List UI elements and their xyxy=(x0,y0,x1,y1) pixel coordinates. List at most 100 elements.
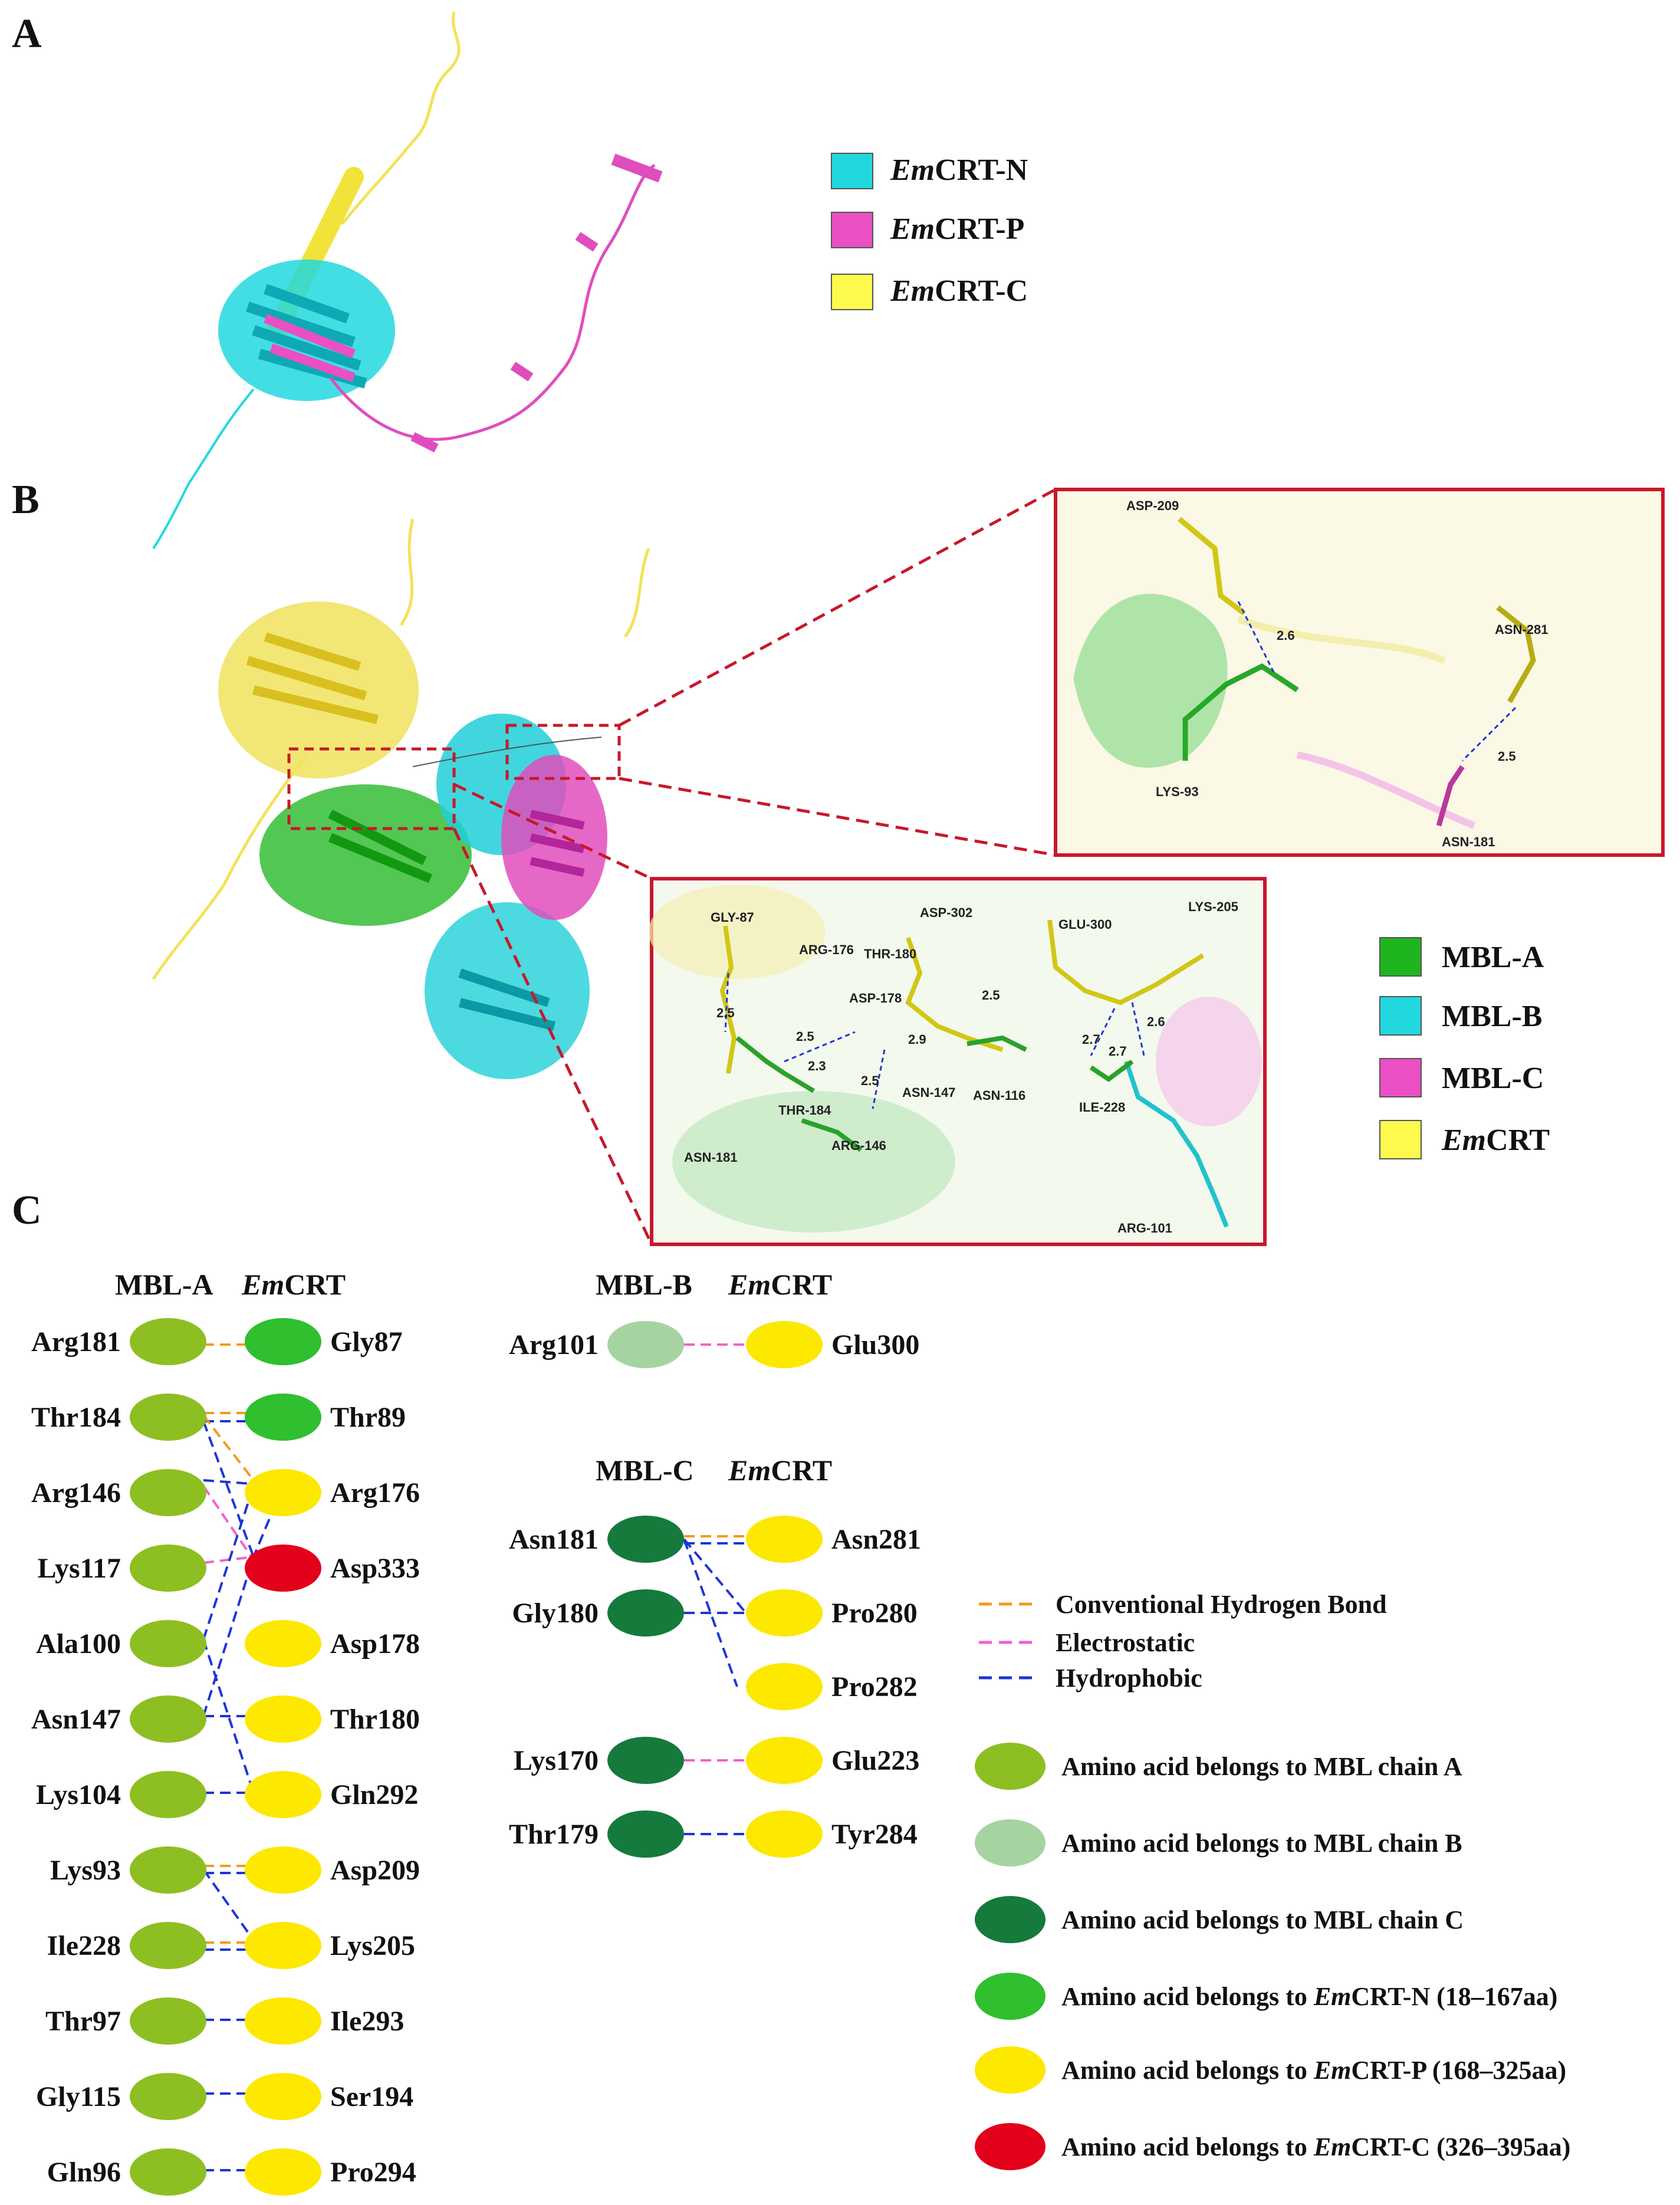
residue-mbl-a-node xyxy=(130,2148,206,2196)
svg-text:EmCRT-C: EmCRT-C xyxy=(890,274,1028,308)
residue-mbl-c-node xyxy=(607,1737,684,1784)
svg-text:ILE-228: ILE-228 xyxy=(1079,1100,1125,1115)
residue-legend-item: Amino acid belongs to MBL chain A xyxy=(975,1743,1462,1790)
residue-mbl-a-node xyxy=(130,1394,206,1441)
panel-label-a: A xyxy=(12,11,42,57)
group-c-header-left: MBL-C xyxy=(596,1454,694,1487)
residue-mbl-a-label: Ala100 xyxy=(36,1628,121,1659)
residue-mbl-a-label: Lys104 xyxy=(36,1779,121,1810)
group-a-header-left: MBL-A xyxy=(115,1268,213,1301)
svg-text:2.3: 2.3 xyxy=(808,1059,826,1073)
svg-text:MBL-C: MBL-C xyxy=(1442,1062,1544,1095)
legend-b-item: EmCRT xyxy=(1379,1120,1550,1159)
svg-text:2.5: 2.5 xyxy=(716,1005,735,1020)
residue-emcrt-a-node xyxy=(245,2148,321,2196)
svg-text:LYS-205: LYS-205 xyxy=(1188,899,1238,914)
svg-text:LYS-93: LYS-93 xyxy=(1156,784,1199,799)
residue-emcrt-a-node xyxy=(245,1620,321,1667)
svg-text:ASN-181: ASN-181 xyxy=(1442,834,1495,849)
residue-emcrt-c-node xyxy=(746,1516,823,1563)
residue-emcrt-a-node xyxy=(245,2073,321,2120)
residue-mbl-a-node xyxy=(130,1318,206,1365)
residue-mbl-a-node xyxy=(130,1469,206,1516)
svg-text:ASN-281: ASN-281 xyxy=(1495,622,1548,637)
svg-text:2.7: 2.7 xyxy=(1109,1044,1127,1059)
residue-mbl-a-node xyxy=(130,1695,206,1743)
residue-mbl-a-node xyxy=(130,1846,206,1894)
bond-legend-item: Electrostatic xyxy=(979,1628,1195,1657)
residue-legend-item: Amino acid belongs to EmCRT-P (168–325aa… xyxy=(975,2046,1566,2094)
residue-mbl-c-label: Lys170 xyxy=(514,1745,599,1776)
residue-emcrt-a-label: Thr89 xyxy=(330,1402,406,1433)
svg-text:ASP-302: ASP-302 xyxy=(920,905,972,920)
svg-text:2.5: 2.5 xyxy=(796,1029,814,1044)
residue-emcrt-a-label: Gln292 xyxy=(330,1779,418,1810)
bond-legend-item: Hydrophobic xyxy=(979,1664,1202,1693)
residue-emcrt-c-label: Pro282 xyxy=(831,1671,918,1703)
residue-emcrt-c-label: Asn281 xyxy=(831,1524,921,1555)
residue-emcrt-c-node xyxy=(746,1589,823,1637)
group-b-header-left: MBL-B xyxy=(596,1268,692,1301)
svg-text:ARG-146: ARG-146 xyxy=(831,1138,886,1153)
residue-mbl-a-label: Arg146 xyxy=(31,1477,121,1509)
group-a-bonds xyxy=(202,1343,285,2171)
legend-a: EmCRT-N EmCRT-P EmCRT-C xyxy=(831,153,1028,310)
residue-mbl-a-label: Gly115 xyxy=(36,2081,121,2112)
svg-text:ARG-176: ARG-176 xyxy=(799,942,854,957)
residue-legend-item: Amino acid belongs to MBL chain B xyxy=(975,1819,1462,1866)
legend-b: MBL-A MBL-B MBL-C EmCRT xyxy=(1379,937,1550,1159)
svg-text:2.9: 2.9 xyxy=(908,1032,926,1047)
residue-emcrt-a-label: Thr180 xyxy=(330,1704,420,1735)
residue-emcrt-a-node xyxy=(245,1846,321,1894)
residue-mbl-a-label: Thr97 xyxy=(45,2006,121,2037)
residue-emcrt-a-label: Gly87 xyxy=(330,1326,403,1358)
panel-b-structure xyxy=(152,488,1057,1246)
residue-emcrt-a-label: Arg176 xyxy=(330,1477,420,1509)
bond-legend: Conventional Hydrogen Bond Electrostatic… xyxy=(979,1590,1387,1693)
svg-text:Electrostatic: Electrostatic xyxy=(1056,1628,1195,1657)
residue-mbl-a-label: Asn147 xyxy=(31,1704,121,1735)
residue-emcrt-b-node xyxy=(746,1321,823,1368)
svg-text:2.7: 2.7 xyxy=(1082,1032,1100,1047)
svg-text:Hydrophobic: Hydrophobic xyxy=(1056,1664,1202,1693)
svg-text:MBL-B: MBL-B xyxy=(1442,1000,1542,1033)
panel-label-c: C xyxy=(12,1188,42,1233)
residue-emcrt-a-label: Pro294 xyxy=(330,2157,416,2188)
group-c-bonds xyxy=(683,1535,747,1835)
svg-text:ASP-209: ASP-209 xyxy=(1126,498,1179,513)
svg-text:GLU-300: GLU-300 xyxy=(1058,917,1112,932)
residue-mbl-c-label: Asn181 xyxy=(509,1524,599,1555)
residue-emcrt-a-node xyxy=(245,1922,321,1969)
residue-mbl-c-node xyxy=(607,1516,684,1563)
residue-mbl-a-node xyxy=(130,2073,206,2120)
residue-mbl-a-node xyxy=(130,1922,206,1969)
residue-legend-item: Amino acid belongs to EmCRT-C (326–395aa… xyxy=(975,2123,1570,2170)
inset-top: ASP-209 2.6 ASN-281 2.5 LYS-93 ASN-181 xyxy=(1054,488,1665,857)
residue-mbl-a-label: Ile228 xyxy=(47,1930,121,1961)
residue-emcrt-b-label: Glu300 xyxy=(831,1329,919,1361)
residue-legend-item: Amino acid belongs to EmCRT-N (18–167aa) xyxy=(975,1973,1557,2020)
legend-b-item: MBL-B xyxy=(1379,996,1542,1036)
svg-text:2.6: 2.6 xyxy=(1277,628,1295,643)
legend-a-item: EmCRT-C xyxy=(831,274,1028,310)
residue-emcrt-a-label: Asp178 xyxy=(330,1628,420,1659)
residue-mbl-b-label: Arg101 xyxy=(509,1329,599,1361)
svg-text:Amino acid belongs to MBL chai: Amino acid belongs to MBL chain C xyxy=(1061,1905,1464,1934)
residue-mbl-a-node xyxy=(130,1545,206,1592)
residue-mbl-c-node xyxy=(607,1810,684,1858)
svg-text:2.5: 2.5 xyxy=(982,988,1000,1003)
svg-text:Amino acid belongs to MBL chai: Amino acid belongs to MBL chain B xyxy=(1061,1829,1462,1858)
residue-emcrt-a-node xyxy=(245,1771,321,1818)
residue-legend: Amino acid belongs to MBL chain A Amino … xyxy=(975,1743,1570,2170)
panel-label-b: B xyxy=(12,477,40,523)
legend-a-item: EmCRT-N xyxy=(831,153,1028,189)
svg-text:ASP-178: ASP-178 xyxy=(849,991,902,1005)
svg-text:EmCRT-N: EmCRT-N xyxy=(890,153,1028,187)
residue-emcrt-a-label: Lys205 xyxy=(330,1930,415,1961)
svg-text:ASN-147: ASN-147 xyxy=(902,1085,955,1100)
residue-mbl-a-label: Gln96 xyxy=(47,2157,121,2188)
svg-text:2.5: 2.5 xyxy=(1498,749,1516,764)
residue-emcrt-a-label: Asp209 xyxy=(330,1855,420,1886)
residue-mbl-a-label: Arg181 xyxy=(31,1326,121,1358)
residue-emcrt-c-node xyxy=(746,1737,823,1784)
